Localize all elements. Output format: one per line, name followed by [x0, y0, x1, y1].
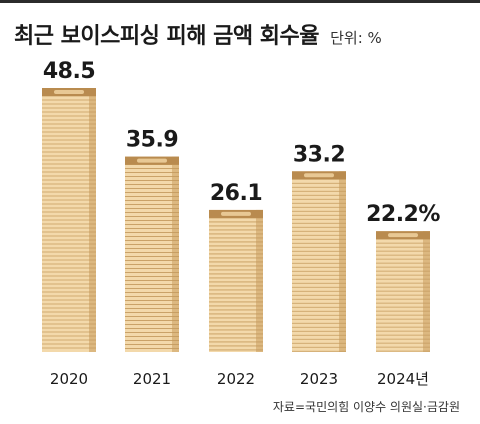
bar-body — [376, 231, 430, 352]
value-label: 35.9 — [126, 128, 178, 153]
bar-top-emblem — [304, 173, 334, 178]
source-note: 자료=국민의힘 이양수 의원실·금감원 — [272, 400, 460, 414]
value-label: 22.2% — [366, 202, 440, 227]
bar-body — [125, 156, 179, 352]
bar-shade — [339, 171, 346, 352]
value-label: 26.1 — [210, 181, 262, 206]
bar-top-emblem — [137, 158, 167, 163]
bar-shade — [256, 209, 263, 352]
bar-shade — [423, 231, 430, 352]
coin-stack-bar — [376, 231, 430, 352]
bar-shade — [172, 156, 179, 352]
coin-stack-bar — [42, 88, 96, 352]
category-label: 2022 — [217, 370, 255, 388]
header: 최근 보이스피싱 피해 금액 회수율 단위: % — [14, 18, 382, 50]
category-label: 2023 — [300, 370, 338, 388]
bar-body — [292, 171, 346, 352]
chart-title: 최근 보이스피싱 피해 금액 회수율 — [14, 24, 320, 49]
coin-stack-bar — [125, 156, 179, 352]
bar-body — [209, 209, 263, 352]
category-label: 2021 — [133, 370, 171, 388]
value-label: 48.5 — [43, 59, 95, 84]
coin-stack-bar — [292, 171, 346, 352]
unit-label: 단위: % — [330, 29, 382, 47]
bar-top-emblem — [388, 233, 418, 238]
top-rule — [0, 0, 480, 3]
category-label: 2020 — [50, 370, 88, 388]
bar-top-emblem — [221, 211, 251, 216]
bar-top-emblem — [54, 90, 84, 94]
category-label: 2024년 — [377, 370, 429, 388]
value-label: 33.2 — [293, 142, 345, 167]
coin-stack-bar — [209, 209, 263, 352]
